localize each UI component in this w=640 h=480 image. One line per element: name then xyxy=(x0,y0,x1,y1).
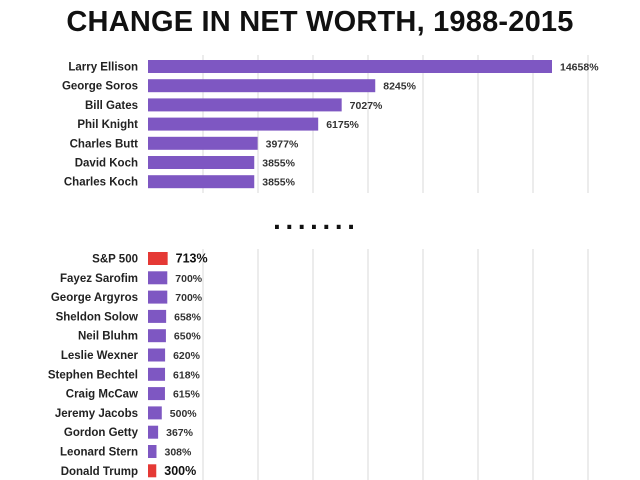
category-label: Leslie Wexner xyxy=(61,350,139,362)
category-label: Craig McCaw xyxy=(66,389,138,401)
category-label: George Argyros xyxy=(51,292,138,304)
data-label: 3855% xyxy=(262,177,295,189)
category-label: Donald Trump xyxy=(61,466,138,478)
bar xyxy=(148,79,376,93)
bar-row: Stephen Bechtel 618% xyxy=(48,367,201,381)
bar xyxy=(148,60,552,73)
bar-row: Sheldon Solow 658% xyxy=(56,309,202,323)
bar-row: Larry Ellison 14658% xyxy=(68,60,599,74)
category-label: David Koch xyxy=(75,158,138,170)
data-label: 367% xyxy=(166,427,194,439)
category-label: Fayez Sarofim xyxy=(60,273,138,285)
data-label: 14658% xyxy=(560,62,599,74)
bar-row: S&P 500 713% xyxy=(92,252,207,266)
category-label: Gordon Getty xyxy=(64,427,139,439)
bar xyxy=(148,117,319,131)
bar xyxy=(148,445,157,458)
category-label: Leonard Stern xyxy=(60,447,138,459)
bar-row: Gordon Getty 367% xyxy=(64,425,194,439)
category-label: Larry Ellison xyxy=(68,62,138,74)
data-label: 700% xyxy=(175,292,203,304)
data-label: 300% xyxy=(164,464,196,478)
bar-row: Jeremy Jacobs 500% xyxy=(55,406,197,420)
bar-row: David Koch 3855% xyxy=(75,156,296,170)
bar xyxy=(148,175,255,189)
data-label: 8245% xyxy=(383,81,416,93)
bar-row: Fayez Sarofim 700% xyxy=(60,271,203,285)
gap-band xyxy=(0,193,640,249)
bar xyxy=(148,156,255,169)
bar xyxy=(148,309,167,323)
bar-row: Charles Butt 3977% xyxy=(70,136,299,150)
bar-row: Craig McCaw 615% xyxy=(66,387,201,401)
bar-row: Bill Gates 7027% xyxy=(85,98,383,112)
chart-title: CHANGE IN NET WORTH, 1988-2015 xyxy=(66,6,574,38)
category-label: Neil Bluhm xyxy=(78,331,138,343)
data-label: 650% xyxy=(174,331,202,343)
category-label: S&P 500 xyxy=(92,254,138,266)
data-label: 615% xyxy=(173,389,201,401)
data-label: 308% xyxy=(164,447,192,459)
gap-marker: ....... xyxy=(273,210,360,235)
category-label: Sheldon Solow xyxy=(56,311,138,323)
category-label: Charles Koch xyxy=(64,177,138,189)
data-label: 713% xyxy=(176,252,208,266)
data-label: 620% xyxy=(173,350,201,362)
data-label: 3977% xyxy=(266,138,299,150)
bars: Larry Ellison 14658%George Soros 8245%Bill… xyxy=(48,60,599,478)
bar-row: Leonard Stern 308% xyxy=(60,445,192,459)
data-label: 700% xyxy=(175,273,203,285)
bar xyxy=(148,425,159,439)
category-label: Jeremy Jacobs xyxy=(55,408,138,420)
bar-row: George Argyros 700% xyxy=(51,290,203,304)
bar-row: Leslie Wexner 620% xyxy=(61,348,201,362)
data-label: 500% xyxy=(170,408,198,420)
category-label: Bill Gates xyxy=(85,100,138,112)
data-label: 7027% xyxy=(350,100,383,112)
bar xyxy=(148,406,162,420)
bar-row: Charles Koch 3855% xyxy=(64,175,296,189)
bar-row: Neil Bluhm 650% xyxy=(78,329,201,343)
bar xyxy=(148,271,168,285)
bar xyxy=(148,348,166,362)
category-label: Phil Knight xyxy=(77,119,138,131)
category-label: Charles Butt xyxy=(70,138,139,150)
data-label: 6175% xyxy=(326,119,359,131)
data-label: 618% xyxy=(173,369,201,381)
bar-row: Donald Trump 300% xyxy=(61,464,197,478)
gridlines xyxy=(202,55,589,480)
bar-row: George Soros 8245% xyxy=(62,79,417,93)
data-label: 658% xyxy=(174,311,202,323)
bar xyxy=(148,464,157,478)
category-label: George Soros xyxy=(62,81,138,93)
data-label: 3855% xyxy=(262,158,295,170)
bar xyxy=(148,329,166,343)
bar xyxy=(148,367,166,381)
bar xyxy=(148,98,342,112)
bar xyxy=(148,387,165,401)
bar xyxy=(148,290,168,304)
category-label: Stephen Bechtel xyxy=(48,369,138,381)
bar-row: Phil Knight 6175% xyxy=(77,117,360,131)
bar xyxy=(148,252,168,265)
bar xyxy=(148,136,258,150)
